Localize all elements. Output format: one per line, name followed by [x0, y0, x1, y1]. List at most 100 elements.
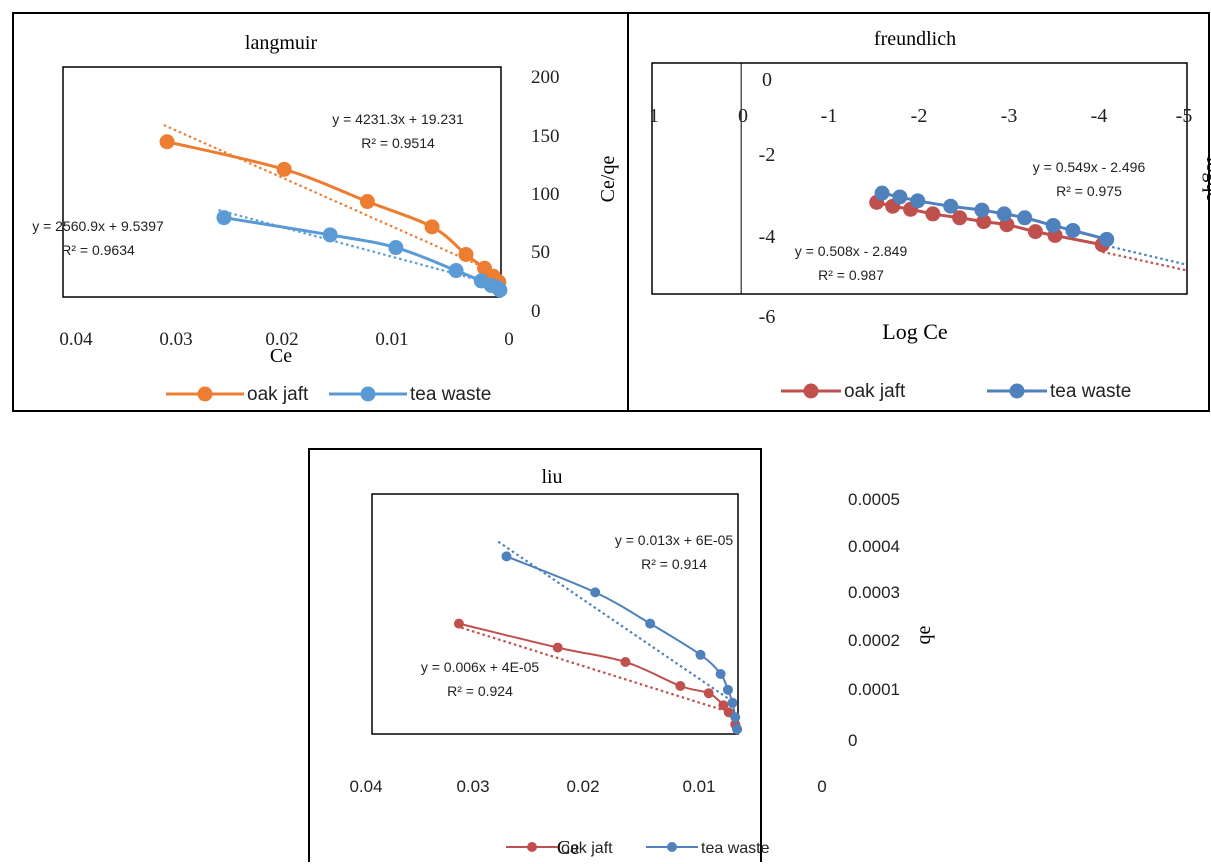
- liu-data-point: [590, 587, 601, 598]
- liu-data-point: [715, 669, 726, 679]
- freundlich-chart: freundlich Log Ce logqe 1 0 -1 -2 -3 -4 -5 0 -2 -…: [649, 28, 1211, 402]
- liu-legend-label: tea waste: [701, 840, 770, 857]
- freu-data-point: [1099, 231, 1115, 247]
- liu-x-axis-label: Ce: [557, 837, 579, 859]
- freundlich-x-axis-label: Log Ce: [882, 319, 947, 344]
- liu-y-axis-label: qe: [913, 625, 935, 644]
- liu-data-point: [620, 657, 631, 667]
- freu-y-tick-label: -2: [759, 144, 776, 166]
- freu-x-tick-label: -4: [1091, 105, 1108, 127]
- liu-chart: liu Ce qe 0.04 0.03 0.02 0.01 0 0.0005 0.0004 0…: [349, 466, 935, 859]
- liu-legend-marker: [527, 842, 537, 852]
- langmuir-x-axis-label: Ce: [270, 345, 292, 367]
- freu-data-point: [952, 210, 968, 226]
- lang-data-point: [359, 194, 375, 210]
- lang-trendline-0: [163, 124, 502, 276]
- freu-y-tick-label: -6: [759, 306, 776, 328]
- freu-trendline-r2: R² = 0.987: [818, 267, 884, 283]
- freundlich-plot-area: [651, 62, 1188, 295]
- lang-trendline-r2: R² = 0.9514: [361, 135, 435, 151]
- freundlich-title: freundlich: [874, 28, 956, 50]
- freu-data-point: [976, 214, 992, 230]
- freundlich-chart-panel: freundlich Log Ce logqe 1 0 -1 -2 -3 -4 -5 0 -2 -…: [627, 12, 1211, 412]
- lang-x-tick-label: 0.04: [59, 329, 93, 350]
- freu-y-tick-label: -4: [759, 226, 776, 248]
- freu-legend-label: oak jaft: [844, 381, 906, 402]
- freu-y-tick-label: 0: [762, 69, 772, 91]
- lang-data-point: [276, 161, 292, 177]
- liu-plot-area: [371, 493, 739, 735]
- liu-data-point: [675, 681, 686, 691]
- lang-x-tick-label: 0.03: [159, 329, 192, 350]
- liu-data-point: [552, 642, 563, 653]
- lang-y-tick-label: 200: [531, 67, 560, 88]
- lang-data-point: [424, 219, 440, 235]
- liu-data-point: [645, 618, 656, 629]
- freu-series-line-1: [881, 191, 1108, 241]
- freundlich-y-axis-label: logqe: [1202, 157, 1211, 202]
- liu-trendline-equation: y = 0.013x + 6E-05: [615, 532, 734, 548]
- liu-legend-marker: [667, 842, 677, 852]
- langmuir-chart-panel: langmuir Ce Ce/qe 0.04 0.03 0.02 0.01 0 200 15…: [12, 12, 629, 412]
- freu-data-point: [1027, 224, 1043, 240]
- liu-y-tick-label: 0.0005: [848, 490, 900, 509]
- lang-legend-label: tea waste: [410, 384, 491, 405]
- freu-x-tick-label: -3: [1001, 105, 1018, 127]
- lang-y-tick-label: 50: [531, 242, 550, 263]
- liu-y-tick-label: 0.0002: [848, 631, 900, 650]
- lang-data-point: [216, 210, 232, 226]
- freu-x-tick-label: 1: [649, 105, 659, 127]
- liu-y-tick-label: 0.0001: [848, 680, 900, 699]
- langmuir-chart: langmuir Ce Ce/qe 0.04 0.03 0.02 0.01 0 200 15…: [32, 32, 619, 405]
- freu-data-point: [1017, 210, 1033, 226]
- lang-legend-marker: [197, 386, 213, 402]
- lang-data-point: [322, 227, 338, 243]
- lang-trendline-equation: y = 4231.3x + 19.231: [332, 111, 464, 127]
- freu-data-point: [1065, 222, 1081, 238]
- freu-trendline-0: [1102, 250, 1188, 272]
- langmuir-y-axis-label: Ce/qe: [597, 156, 619, 203]
- freu-trendline-r2: R² = 0.975: [1056, 183, 1122, 199]
- freu-x-tick-label: -5: [1176, 105, 1193, 127]
- freu-trendline-equation: y = 0.508x - 2.849: [795, 243, 908, 259]
- langmuir-title: langmuir: [245, 32, 318, 54]
- lang-x-tick-label: 0.01: [375, 329, 408, 350]
- freu-legend-marker: [1009, 383, 1025, 399]
- liu-data-point: [703, 688, 714, 699]
- liu-title: liu: [541, 466, 562, 488]
- lang-y-tick-label: 100: [531, 184, 560, 205]
- liu-y-tick-label: 0.0003: [848, 583, 900, 602]
- lang-data-point: [159, 134, 175, 150]
- freu-data-point: [892, 189, 908, 205]
- liu-x-tick-label: 0.01: [682, 777, 715, 796]
- freu-data-point: [996, 206, 1012, 222]
- liu-data-point: [727, 697, 738, 708]
- liu-x-tick-label: 0.03: [456, 777, 489, 796]
- freu-data-point: [943, 198, 959, 214]
- liu-y-tick-label: 0: [848, 731, 857, 750]
- freu-data-point: [874, 185, 890, 201]
- lang-legend-marker: [360, 386, 376, 402]
- liu-data-point: [695, 649, 706, 660]
- freu-series-line-0: [876, 200, 1103, 247]
- liu-y-tick-label: 0.0004: [848, 537, 900, 556]
- liu-x-tick-label: 0.04: [349, 777, 382, 796]
- lang-data-point: [492, 282, 508, 298]
- lang-y-tick-label: 0: [531, 301, 541, 322]
- lang-data-point: [448, 263, 464, 279]
- liu-data-point: [722, 684, 733, 695]
- lang-trendline-r2: R² = 0.9634: [61, 242, 135, 258]
- liu-legend-label: oak jaft: [561, 840, 613, 857]
- lang-legend-label: oak jaft: [247, 384, 309, 405]
- liu-trendline-equation: y = 0.006x + 4E-05: [421, 659, 540, 675]
- lang-x-tick-label: 0.02: [265, 329, 298, 350]
- freu-data-point: [1045, 217, 1061, 233]
- freu-data-point: [910, 193, 926, 209]
- liu-data-point: [718, 700, 729, 711]
- freu-data-point: [925, 206, 941, 222]
- freu-legend-label: tea waste: [1050, 381, 1131, 402]
- lang-trendline-equation: y = 2560.9x + 9.5397: [32, 218, 164, 234]
- liu-data-point: [453, 618, 464, 629]
- liu-trendline-r2: R² = 0.914: [641, 556, 707, 572]
- freu-legend-marker: [803, 383, 819, 399]
